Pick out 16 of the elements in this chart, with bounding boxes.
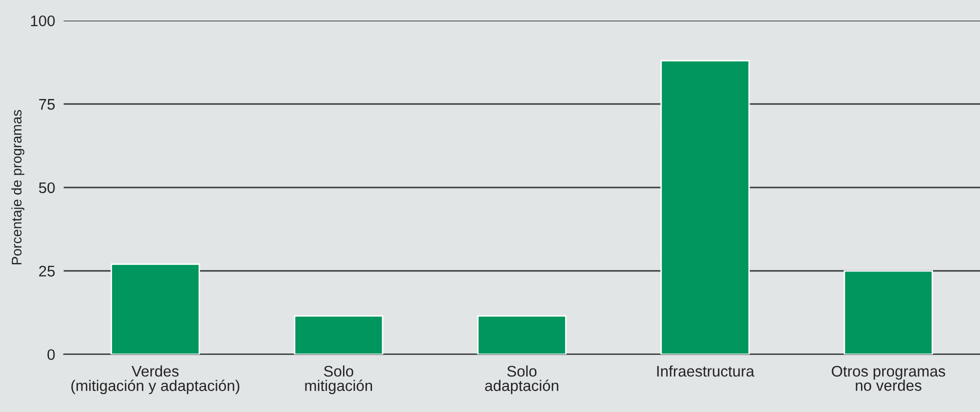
bar — [844, 270, 934, 354]
x-tick-label: Solo adaptación — [485, 365, 558, 394]
y-axis-title: Porcentaje de programas — [11, 110, 24, 264]
bar — [110, 264, 200, 354]
x-tick-label: Infraestructura — [657, 365, 754, 377]
bar — [477, 315, 567, 354]
y-tick-label: 25 — [39, 266, 55, 277]
y-tick-label: 75 — [39, 99, 55, 110]
y-tick-label: 50 — [38, 182, 55, 194]
y-tick-label: 100 — [31, 15, 55, 26]
x-tick-label: Otros programas no verdes — [832, 366, 946, 391]
bar — [660, 60, 750, 354]
y-tick-label: 0 — [47, 349, 55, 360]
x-tick-label: Verdes (mitigación y adaptación) — [71, 365, 240, 394]
bar — [294, 315, 384, 354]
x-tick-label: Solo mitigación — [305, 365, 372, 394]
